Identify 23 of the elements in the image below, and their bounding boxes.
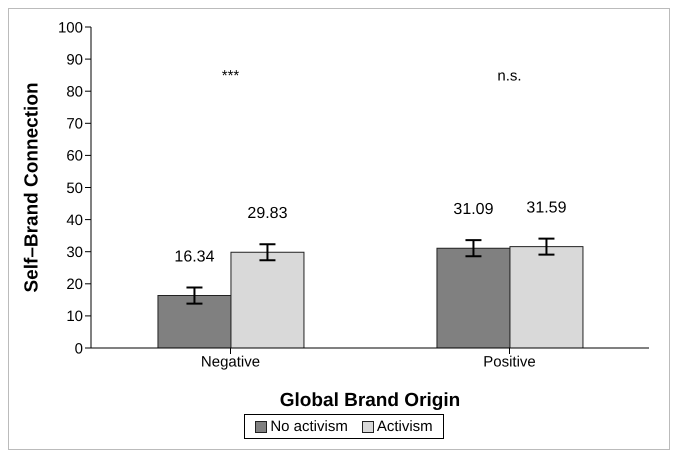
y-axis-title: Self–Brand Connection	[22, 82, 43, 293]
legend-label: No activism	[269, 418, 348, 435]
data-label: 31.09	[453, 201, 494, 218]
y-tick-label: 0	[74, 340, 83, 358]
data-label: 31.59	[526, 200, 567, 217]
y-tick-label: 10	[66, 308, 83, 326]
x-axis-title: Global Brand Origin	[280, 390, 460, 411]
y-tick-label: 70	[66, 116, 83, 133]
y-tick-label: 40	[66, 212, 83, 229]
legend-label: Activism	[376, 418, 433, 435]
annotation: n.s.	[497, 67, 522, 84]
y-tick-label: 90	[66, 51, 83, 68]
x-tick-label: Negative	[200, 354, 260, 371]
y-tick-label: 80	[66, 84, 83, 101]
annotation: ***	[222, 67, 240, 84]
x-tick-label: Positive	[483, 354, 536, 371]
y-tick-label: 30	[66, 244, 83, 262]
data-label: 29.83	[247, 205, 288, 222]
y-tick-label: 50	[66, 180, 83, 197]
y-tick-label: 60	[66, 148, 83, 165]
y-tick-label: 20	[66, 276, 83, 294]
data-label: 16.34	[174, 248, 215, 266]
y-tick-label: 100	[58, 19, 83, 36]
